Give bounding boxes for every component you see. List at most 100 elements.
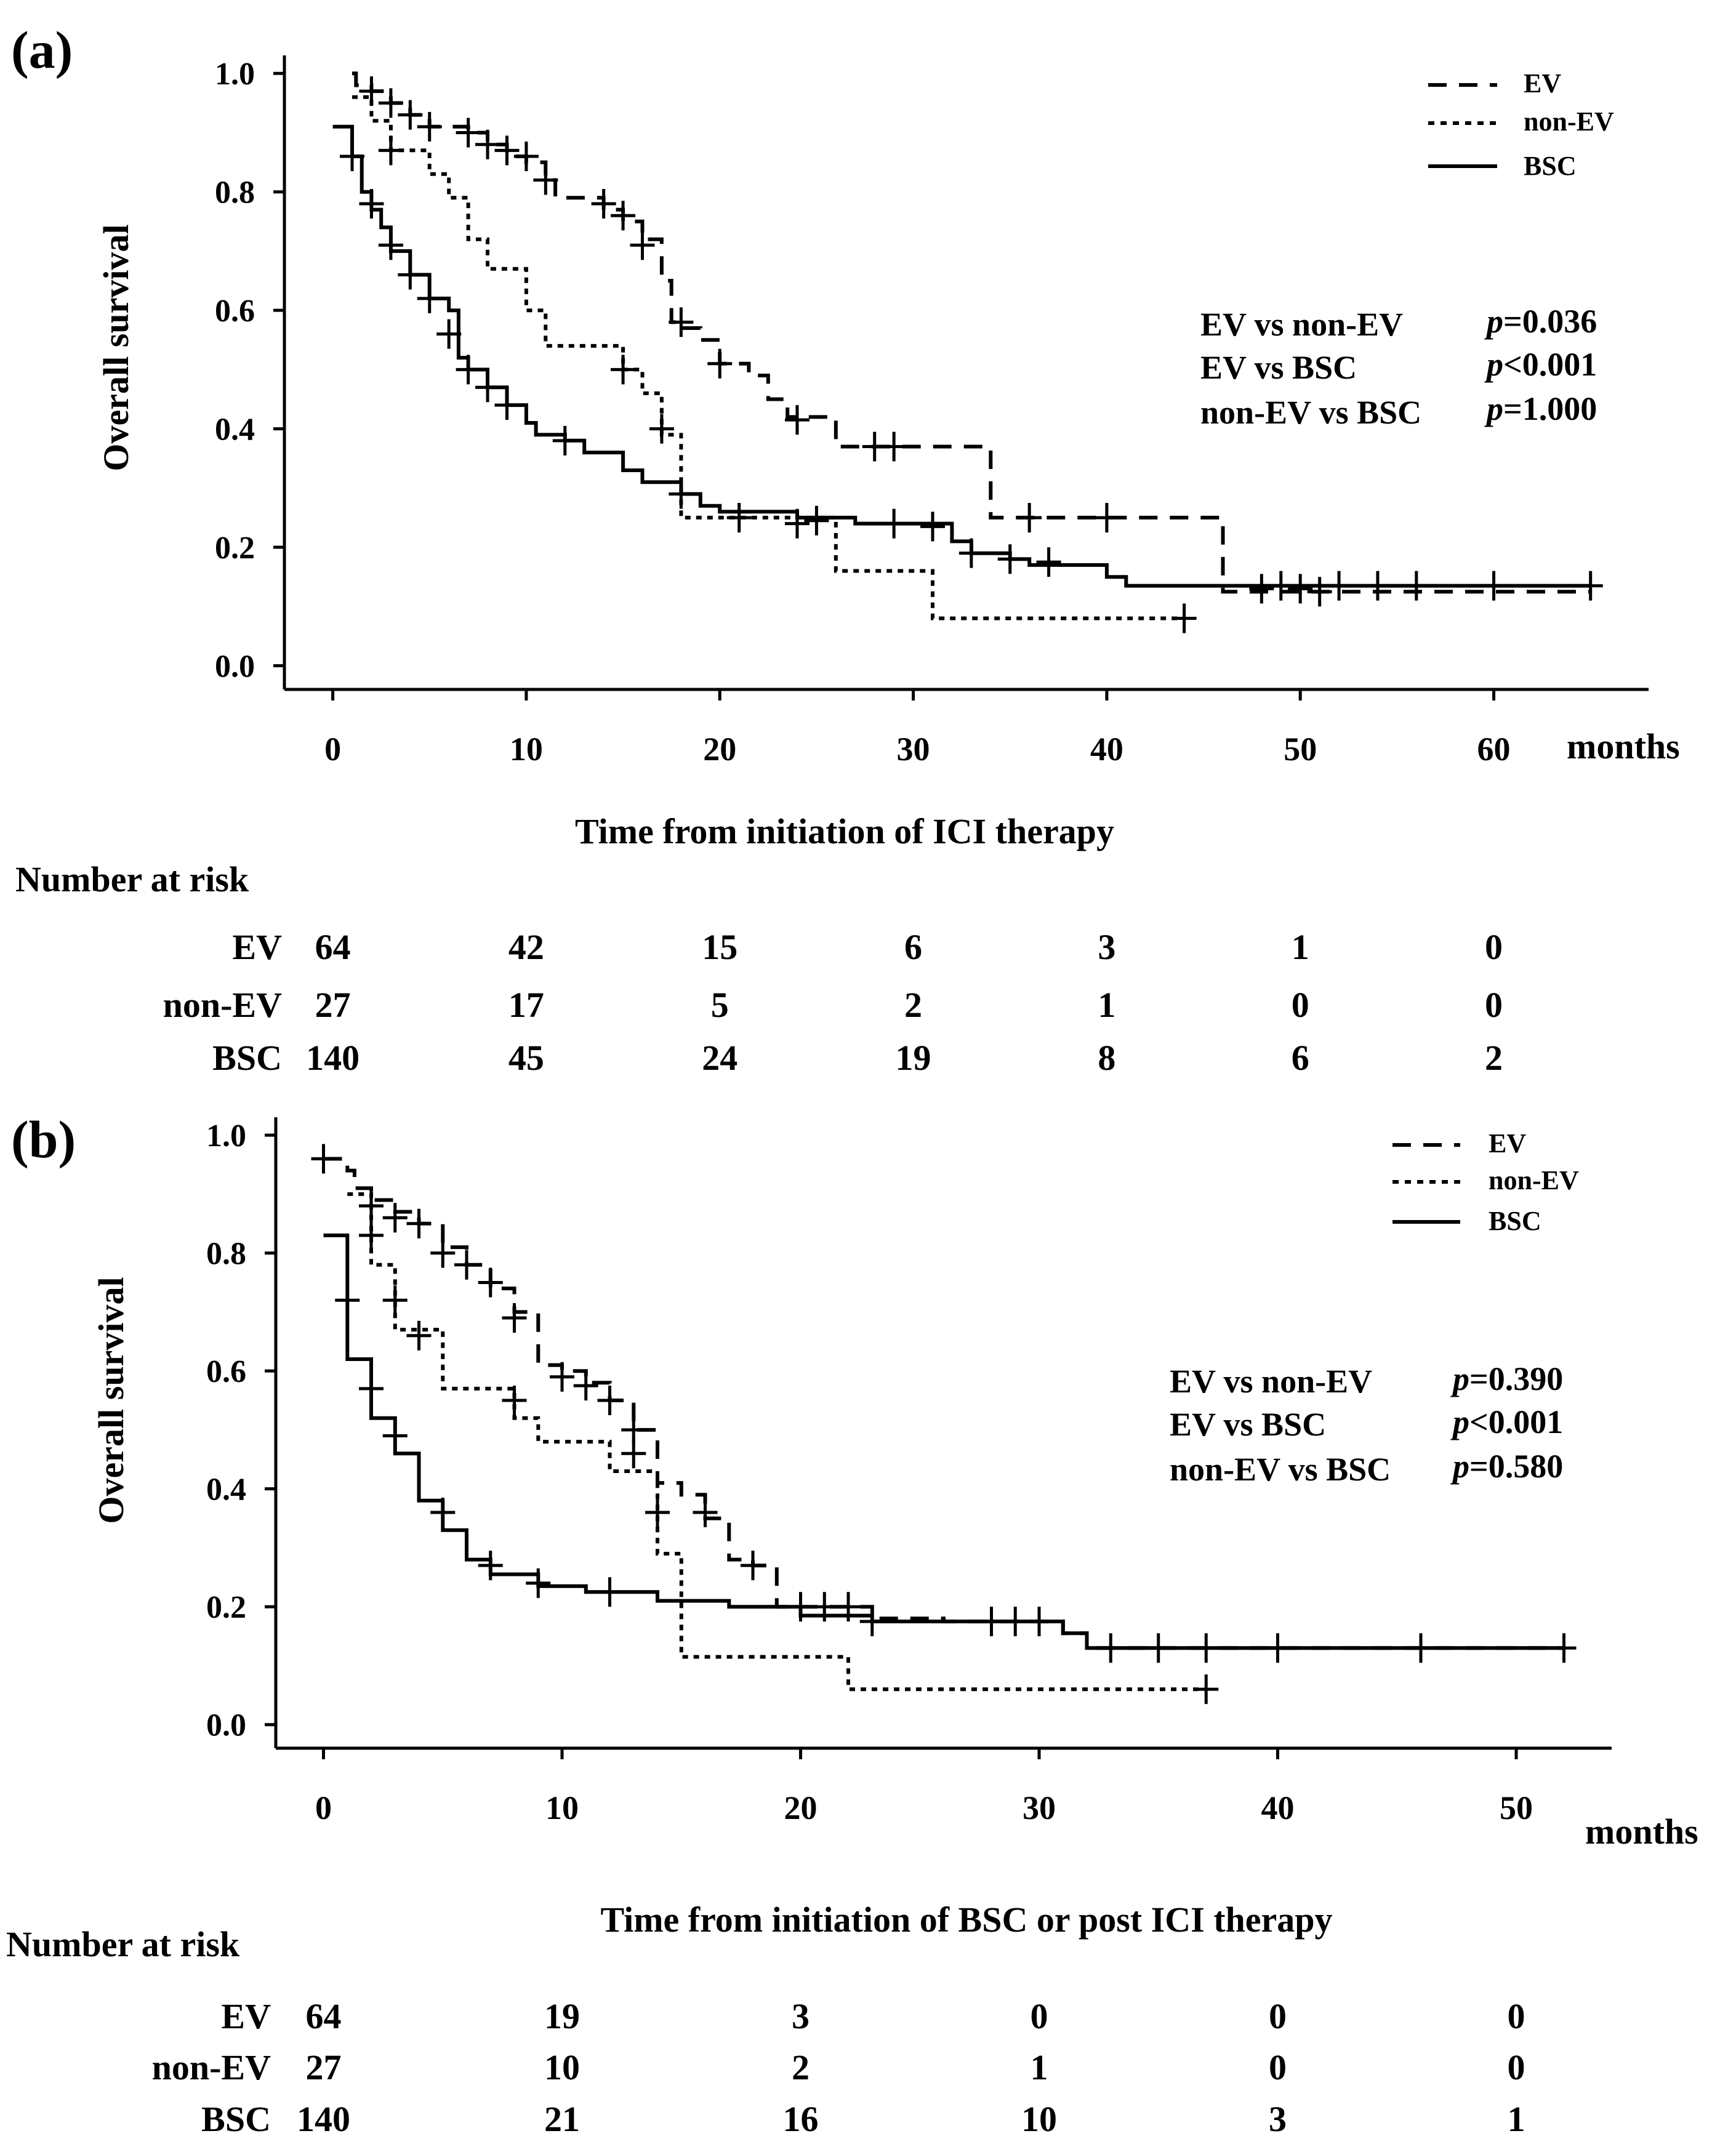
censor-mark-bsc [1146,1633,1171,1663]
risk-table-title: Number at risk [6,1924,240,1964]
censor-mark-ev [533,165,558,195]
censor-mark-bsc [417,283,442,313]
risk-value-nonev: 2 [904,985,922,1025]
censor-mark-ev [382,1203,408,1233]
censor-mark-bsc [920,512,945,542]
risk-value-ev: 64 [306,1996,342,2036]
y-tick-label: 0.8 [215,175,255,211]
censor-mark-bsc [997,544,1023,574]
risk-value-ev: 0 [1485,927,1503,967]
censor-mark-bsc [335,1285,360,1315]
x-tick-label: 10 [510,731,543,768]
censor-mark-ev [630,230,655,260]
x-tick-label: 0 [324,731,341,768]
censor-mark-bsc [340,141,365,171]
panel-label: (a) [11,20,73,79]
x-tick-label: 60 [1477,731,1511,768]
x-unit-label: months [1585,1812,1698,1852]
censor-mark-bsc [526,1568,551,1598]
risk-table: Number at risk EV non-EV BSC 64 42 15 6 3 1 02… [15,859,1503,1078]
risk-value-bsc: 1 [1508,2099,1525,2139]
censor-mark-ev [550,1362,574,1392]
censor-mark-bsc [430,1497,456,1527]
panel-b: (b) Overall survival 0.00.20.40.60.81.00… [6,1110,1698,2139]
p-symbol: p [1450,1448,1469,1485]
censor-mark-ev [475,129,500,159]
x-tick-label: 20 [703,731,736,768]
censor-mark-bsc [979,1607,1004,1637]
risk-row-label-bsc: BSC [201,2099,271,2139]
censor-mark-nonev [649,414,674,444]
censor-mark-bsc [1036,547,1061,577]
censor-mark-ev [591,188,616,219]
censor-mark-bsc [1481,571,1506,601]
risk-value-nonev: 1 [1031,2047,1048,2087]
x-axis-label: Time from initiation of BSC or post ICI … [600,1900,1332,1940]
censor-mark-bsc [1098,1633,1123,1663]
p-symbol: p [1484,346,1503,383]
series-bsc-curve [323,1233,1564,1650]
y-tick-label: 0.6 [215,294,255,329]
series-ev-curve [352,71,1591,594]
censor-mark-ev [494,135,520,166]
censor-mark-ev [1017,502,1042,532]
legend-label-nonev: non-EV [1524,106,1614,137]
censor-mark-ev [1307,577,1332,607]
censor-mark-bsc [359,188,384,219]
risk-value-nonev: 17 [508,985,544,1025]
censor-mark-nonev [1194,1674,1219,1704]
p-symbol: p [1484,303,1503,340]
x-tick-label: 30 [1023,1789,1056,1826]
pvalue-value-3: p=1.000 [1484,390,1597,427]
censor-mark-nonev [621,1439,646,1469]
y-tick-label: 0.2 [206,1590,246,1625]
censor-mark-ev [573,1371,598,1401]
risk-row-label-nonev: non-EV [163,985,283,1025]
censor-mark-nonev [378,135,403,166]
censor-mark-bsc [398,260,423,290]
censor-mark-ev [406,1208,432,1239]
risk-values: 64 42 15 6 3 1 0 27 17 5 2 1 0 0 140 45 24 19 8 6 2 [306,927,1503,1078]
legend: EV non-EV BSC [1428,68,1614,181]
x-axis-label: Time from initiation of ICI therapy [575,811,1114,851]
pvalue-value-2: p<0.001 [1484,346,1597,383]
pvalue-label-2: EV vs BSC [1200,349,1357,386]
risk-value-ev: 0 [1269,1996,1287,2036]
pvalue-value-2: p<0.001 [1450,1403,1563,1440]
risk-row-label-ev: EV [221,1996,271,2036]
censor-mark-ev [502,1303,527,1333]
legend-label-nonev: non-EV [1489,1165,1579,1195]
censor-mark-bsc [859,1607,885,1637]
y-tick-label: 0.4 [206,1472,246,1508]
legend-label-bsc: BSC [1524,151,1577,181]
censor-mark-ev [611,201,636,231]
y-tick-label: 1.0 [215,57,255,92]
censor-mark-nonev [359,1220,384,1250]
risk-row-label-bsc: BSC [212,1038,282,1078]
censor-mark-bsc [475,372,500,403]
risk-value-bsc: 3 [1269,2099,1287,2139]
censor-mark-nonev [406,1320,432,1351]
risk-value-ev: 3 [792,1996,810,2036]
pvalue-number: =0.036 [1503,303,1597,340]
risk-row-label-nonev: non-EV [152,2047,271,2087]
x-tick-label: 0 [315,1789,332,1826]
risk-value-nonev: 0 [1508,2047,1525,2087]
censor-mark-bsc [1194,1633,1219,1663]
censor-mark-ev [784,405,810,435]
p-symbol: p [1450,1360,1469,1397]
x-unit-label: months [1567,726,1680,766]
pvalue-label-2: EV vs BSC [1170,1406,1326,1443]
p-values: EV vs non-EV p=0.390 EV vs BSC p<0.001 n… [1170,1360,1563,1488]
censor-mark-ev [882,432,907,462]
x-tick-label: 40 [1090,731,1123,768]
censor-mark-ev [454,1250,479,1280]
risk-value-bsc: 2 [1485,1038,1503,1078]
censor-mark-bsc [784,508,810,539]
risk-value-bsc: 45 [508,1038,544,1078]
legend-label-bsc: BSC [1489,1206,1541,1236]
legend-label-ev: EV [1489,1128,1526,1158]
risk-value-bsc: 6 [1292,1038,1309,1078]
censor-mark-ev [1249,574,1274,604]
y-tick-label: 0.6 [206,1354,246,1389]
